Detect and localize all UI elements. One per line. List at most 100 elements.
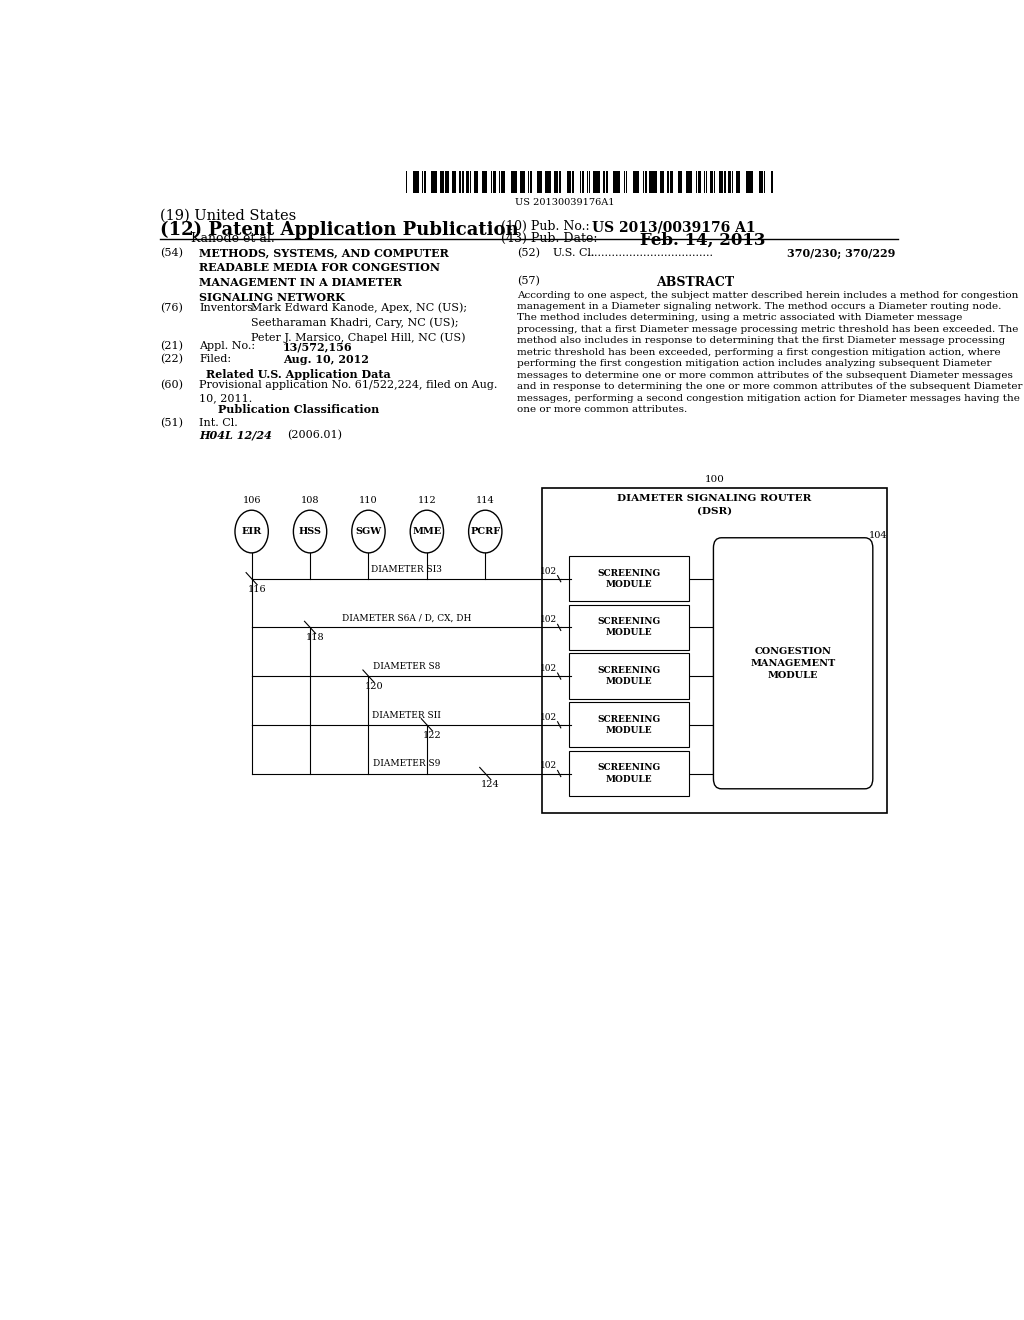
Text: SGW: SGW xyxy=(355,527,382,536)
Text: PCRF: PCRF xyxy=(470,527,501,536)
FancyBboxPatch shape xyxy=(476,170,478,193)
Text: DIAMETER SII: DIAMETER SII xyxy=(372,710,440,719)
FancyBboxPatch shape xyxy=(554,170,558,193)
Text: (57): (57) xyxy=(517,276,540,286)
Text: HSS: HSS xyxy=(299,527,322,536)
Text: Int. Cl.: Int. Cl. xyxy=(200,417,239,428)
FancyBboxPatch shape xyxy=(659,170,662,193)
Text: SCREENING
MODULE: SCREENING MODULE xyxy=(597,763,660,784)
FancyBboxPatch shape xyxy=(530,170,531,193)
FancyBboxPatch shape xyxy=(649,170,653,193)
FancyBboxPatch shape xyxy=(714,537,872,789)
FancyBboxPatch shape xyxy=(624,170,625,193)
FancyBboxPatch shape xyxy=(724,170,726,193)
Text: (10) Pub. No.:: (10) Pub. No.: xyxy=(501,220,590,234)
FancyBboxPatch shape xyxy=(580,170,582,193)
FancyBboxPatch shape xyxy=(593,170,598,193)
FancyBboxPatch shape xyxy=(440,170,444,193)
Text: US 2013/0039176 A1: US 2013/0039176 A1 xyxy=(592,220,756,235)
FancyBboxPatch shape xyxy=(719,170,723,193)
Text: 116: 116 xyxy=(248,585,266,594)
FancyBboxPatch shape xyxy=(455,170,456,193)
Text: SCREENING
MODULE: SCREENING MODULE xyxy=(597,569,660,589)
Text: 120: 120 xyxy=(365,682,383,692)
Text: (2006.01): (2006.01) xyxy=(287,430,342,440)
Text: DIAMETER S9: DIAMETER S9 xyxy=(373,759,440,768)
FancyBboxPatch shape xyxy=(434,170,437,193)
FancyBboxPatch shape xyxy=(511,170,515,193)
FancyBboxPatch shape xyxy=(698,170,700,193)
Text: Provisional application No. 61/522,224, filed on Aug.
10, 2011.: Provisional application No. 61/522,224, … xyxy=(200,380,498,403)
Text: (54): (54) xyxy=(160,248,182,259)
Text: 104: 104 xyxy=(868,531,888,540)
Text: Mark Edward Kanode, Apex, NC (US);
Seetharaman Khadri, Cary, NC (US);
Peter J. M: Mark Edward Kanode, Apex, NC (US); Seeth… xyxy=(251,302,467,343)
FancyBboxPatch shape xyxy=(703,170,706,193)
FancyBboxPatch shape xyxy=(645,170,646,193)
Text: ABSTRACT: ABSTRACT xyxy=(656,276,734,289)
FancyBboxPatch shape xyxy=(527,170,529,193)
FancyBboxPatch shape xyxy=(569,556,689,602)
FancyBboxPatch shape xyxy=(484,170,486,193)
Text: 106: 106 xyxy=(243,496,261,506)
FancyBboxPatch shape xyxy=(582,170,584,193)
FancyBboxPatch shape xyxy=(540,170,542,193)
FancyBboxPatch shape xyxy=(569,702,689,747)
Text: 102: 102 xyxy=(540,615,557,624)
FancyBboxPatch shape xyxy=(571,170,574,193)
Text: Publication Classification: Publication Classification xyxy=(218,404,379,416)
FancyBboxPatch shape xyxy=(413,170,416,193)
FancyBboxPatch shape xyxy=(520,170,522,193)
FancyBboxPatch shape xyxy=(654,170,657,193)
Text: Related U.S. Application Data: Related U.S. Application Data xyxy=(206,368,391,380)
Text: CONGESTION
MANAGEMENT
MODULE: CONGESTION MANAGEMENT MODULE xyxy=(751,647,836,680)
FancyBboxPatch shape xyxy=(667,170,670,193)
FancyBboxPatch shape xyxy=(680,170,682,193)
FancyBboxPatch shape xyxy=(633,170,636,193)
FancyBboxPatch shape xyxy=(751,170,753,193)
Text: U.S. Cl.: U.S. Cl. xyxy=(553,248,594,257)
FancyBboxPatch shape xyxy=(606,170,607,193)
Text: 100: 100 xyxy=(705,475,724,484)
FancyBboxPatch shape xyxy=(670,170,673,193)
FancyBboxPatch shape xyxy=(663,170,664,193)
FancyBboxPatch shape xyxy=(678,170,680,193)
FancyBboxPatch shape xyxy=(569,751,689,796)
FancyBboxPatch shape xyxy=(542,488,887,813)
Text: Feb. 14, 2013: Feb. 14, 2013 xyxy=(640,231,765,248)
Text: 13/572,156: 13/572,156 xyxy=(283,342,352,352)
FancyBboxPatch shape xyxy=(695,170,697,193)
FancyBboxPatch shape xyxy=(482,170,483,193)
FancyBboxPatch shape xyxy=(422,170,423,193)
Text: 110: 110 xyxy=(359,496,378,506)
FancyBboxPatch shape xyxy=(493,170,496,193)
Text: EIR: EIR xyxy=(242,527,262,536)
FancyBboxPatch shape xyxy=(490,170,493,193)
Text: Kanode et al.: Kanode et al. xyxy=(191,231,275,244)
FancyBboxPatch shape xyxy=(569,653,689,698)
FancyBboxPatch shape xyxy=(745,170,750,193)
FancyBboxPatch shape xyxy=(771,170,773,193)
FancyBboxPatch shape xyxy=(548,170,551,193)
Text: DIAMETER S6A / D, CX, DH: DIAMETER S6A / D, CX, DH xyxy=(342,614,471,622)
Text: SCREENING
MODULE: SCREENING MODULE xyxy=(597,667,660,686)
Text: (51): (51) xyxy=(160,417,182,428)
FancyBboxPatch shape xyxy=(759,170,763,193)
FancyBboxPatch shape xyxy=(416,170,419,193)
Text: (12) Patent Application Publication: (12) Patent Application Publication xyxy=(160,220,518,239)
FancyBboxPatch shape xyxy=(462,170,464,193)
Text: US 20130039176A1: US 20130039176A1 xyxy=(515,198,614,207)
Text: (19) United States: (19) United States xyxy=(160,209,296,222)
FancyBboxPatch shape xyxy=(406,170,408,193)
Text: 124: 124 xyxy=(481,780,500,788)
Text: 102: 102 xyxy=(540,664,557,673)
FancyBboxPatch shape xyxy=(431,170,434,193)
Text: METHODS, SYSTEMS, AND COMPUTER
READABLE MEDIA FOR CONGESTION
MANAGEMENT IN A DIA: METHODS, SYSTEMS, AND COMPUTER READABLE … xyxy=(200,248,450,302)
FancyBboxPatch shape xyxy=(732,170,733,193)
Text: According to one aspect, the subject matter described herein includes a method f: According to one aspect, the subject mat… xyxy=(517,290,1022,414)
Text: 102: 102 xyxy=(540,713,557,722)
Text: (21): (21) xyxy=(160,342,182,351)
Text: DIAMETER SIGNALING ROUTER
(DSR): DIAMETER SIGNALING ROUTER (DSR) xyxy=(617,494,812,515)
FancyBboxPatch shape xyxy=(569,605,689,649)
FancyBboxPatch shape xyxy=(444,170,450,193)
FancyBboxPatch shape xyxy=(613,170,614,193)
